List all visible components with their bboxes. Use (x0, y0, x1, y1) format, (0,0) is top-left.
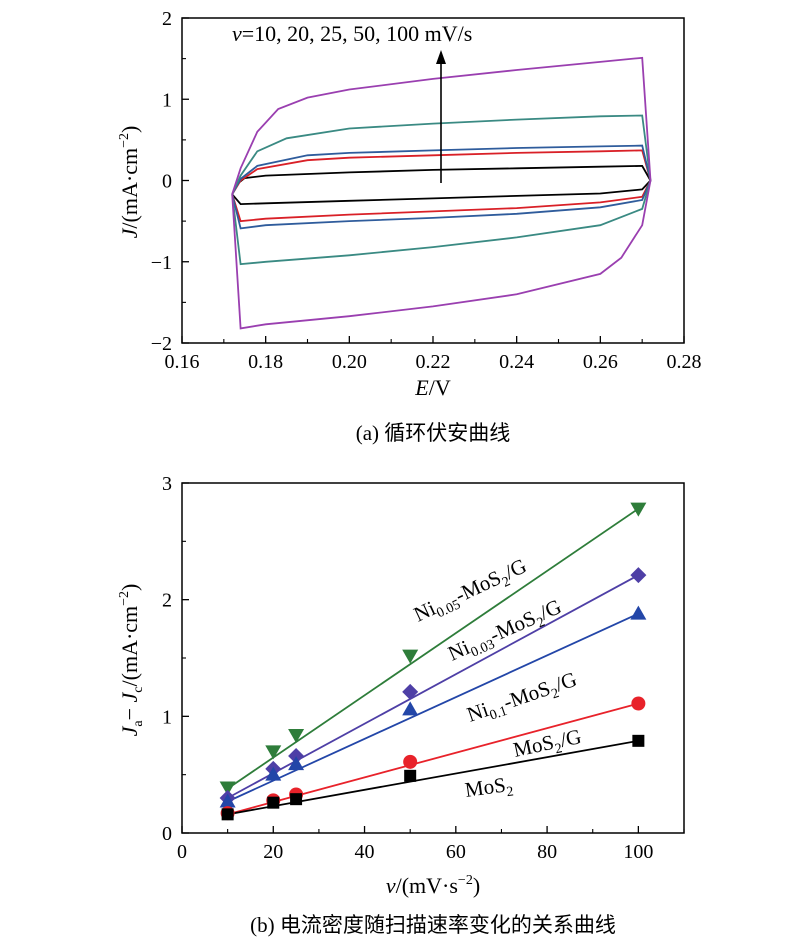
data-point-2-1 (265, 766, 282, 781)
plot-frame-b (181, 482, 685, 834)
x-tick-label-a: 0.22 (416, 351, 451, 373)
x-axis-label-b: v/(mV·s−2) (386, 873, 480, 898)
data-point-2-3 (402, 701, 419, 716)
data-point-0-1 (265, 745, 282, 760)
fit-line-4 (227, 739, 639, 816)
cv-curve-4 (231, 56, 652, 330)
y-tick-label-a: −1 (151, 252, 172, 274)
cv-curves (231, 56, 652, 330)
y-ticks-a: −2 −1 0 1 2 (151, 8, 189, 355)
x-tick-label-b: 20 (263, 841, 283, 863)
fit-line-2 (227, 612, 639, 803)
y-tick-label-b: 0 (162, 823, 172, 845)
scan-rate-annotation: v=10, 20, 25, 50, 100 mV/s (232, 21, 472, 46)
x-tick-label-b: 60 (446, 841, 466, 863)
data-point-3-4 (631, 696, 646, 711)
x-ticks-a: 0.16 0.18 0.20 0.22 0.24 0.26 0.28 (165, 336, 702, 373)
y-tick-label-b: 2 (162, 590, 172, 612)
x-tick-label-a: 0.18 (248, 351, 283, 373)
x-ticks-b: 0 20 40 60 80 100 (177, 826, 685, 863)
x-tick-label-b: 100 (623, 841, 653, 863)
data-point-3-3 (403, 754, 418, 769)
y-tick-label-b: 1 (162, 706, 172, 728)
x-axis-label-a: E/V (414, 375, 451, 400)
x-tick-label-a: 0.28 (667, 351, 702, 373)
series-label-ni01: Ni0.1-MoS2/G (464, 667, 581, 731)
data-point-4-0 (221, 808, 234, 821)
cv-curve-0 (231, 164, 652, 206)
x-tick-label-a: 0.24 (499, 351, 534, 373)
y-ticks-b: 0 1 2 3 (162, 473, 189, 845)
caption-b: (b) 电流密度随扫描速率变化的关系曲线 (250, 913, 616, 937)
y-axis-label-b: Ja− Jc/(mA·cm−2) (117, 584, 146, 737)
series-label-mos2g: MoS2/G (511, 724, 584, 766)
data-point-2-2 (288, 756, 305, 771)
caption-a: (a) 循环伏安曲线 (356, 421, 511, 445)
plot-frame-a (181, 17, 685, 344)
data-point-1-3 (402, 683, 419, 700)
y-tick-label-a: 2 (162, 8, 172, 30)
x-tick-label-a: 0.20 (332, 351, 367, 373)
data-point-4-4 (632, 734, 645, 747)
y-tick-label-a: 0 (162, 171, 172, 193)
x-tick-label-b: 0 (177, 841, 187, 863)
data-point-2-0 (219, 793, 236, 808)
data-point-1-4 (630, 567, 647, 584)
data-point-4-1 (267, 796, 280, 809)
cv-curve-3 (231, 114, 652, 266)
data-point-4-2 (290, 793, 303, 806)
data-point-2-4 (630, 605, 647, 620)
data-point-4-3 (404, 769, 417, 782)
y-axis-label-a: J/(mA·cm−2) (117, 126, 142, 239)
data-point-0-2 (288, 729, 305, 743)
data-point-0-3 (402, 649, 419, 664)
series-label-mos2: MoS2 (463, 772, 514, 806)
data-point-0-4 (630, 502, 647, 517)
arrow-head (436, 50, 446, 64)
fit-line-3 (227, 702, 639, 816)
x-tick-label-a: 0.26 (583, 351, 618, 373)
x-tick-label-a: 0.16 (165, 351, 200, 373)
y-tick-label-a: 1 (162, 89, 172, 111)
cv-chart: 0.16 0.18 0.20 0.22 0.24 0.26 0.28 −2 −1 0 1 2 v=1… (117, 8, 702, 445)
data-markers (219, 502, 647, 821)
data-point-1-2 (288, 748, 305, 764)
y-tick-label-a: −2 (151, 333, 172, 355)
x-tick-label-b: 80 (537, 841, 557, 863)
data-point-0-0 (219, 781, 236, 796)
cv-curve-2 (231, 144, 652, 230)
x-tick-label-b: 40 (355, 841, 375, 863)
y-tick-label-b: 3 (162, 473, 172, 495)
